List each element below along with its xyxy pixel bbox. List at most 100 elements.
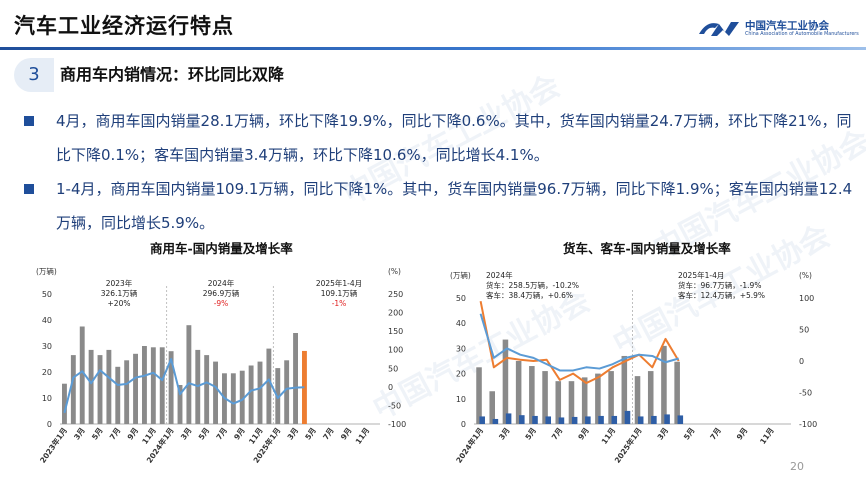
truck-sales-bar — [634, 376, 641, 424]
x-tick-label: 2023年1月 — [37, 425, 69, 464]
y-right-tick-label: -50 — [799, 389, 812, 398]
x-tick-label: 5月 — [682, 426, 697, 442]
x-tick-label: 9月 — [232, 426, 247, 442]
bullet-item: 1-4月，商用车国内销量109.1万辆，同比下降1%。其中，货车国内销量96.7… — [20, 172, 860, 240]
period-annotation: 296.9万辆 — [203, 288, 240, 298]
x-tick-label: 11月 — [758, 426, 776, 446]
truck-sales-bar — [608, 371, 614, 424]
bullet-square-icon — [24, 116, 34, 126]
period-annotation: 2023年 — [106, 278, 133, 288]
sales-bar — [150, 347, 156, 424]
truck-sales-bar — [674, 361, 680, 424]
bus-sales-bar — [651, 415, 657, 424]
caam-logo: 中国汽车工业协会 China Association of Automobile… — [697, 16, 862, 44]
bus-sales-bar — [677, 415, 684, 424]
bus-sales-bar — [664, 414, 670, 424]
x-tick-label: 9月 — [339, 426, 354, 442]
y-left-tick-label: 20 — [456, 370, 466, 379]
period-annotation: 货车：258.5万辆，-10.2% — [486, 280, 579, 290]
section-number: 3 — [14, 58, 54, 92]
truck-sales-bar — [529, 366, 535, 424]
left-axis-unit: (万辆) — [450, 270, 471, 280]
truck-sales-bar — [515, 361, 522, 424]
truck-sales-bar — [555, 381, 562, 424]
y-left-tick-label: 50 — [456, 294, 466, 303]
y-right-tick-label: 100 — [799, 294, 814, 303]
y-right-tick-label: -100 — [388, 420, 406, 429]
bus-sales-bar — [545, 416, 552, 424]
truck-sales-bar — [661, 345, 667, 424]
bus-sales-bar — [624, 410, 631, 424]
bullet-square-icon — [24, 184, 34, 194]
period-annotation: 2025年1-4月 — [678, 270, 724, 280]
x-tick-label: 7月 — [214, 426, 229, 442]
period-annotation: 客车：38.4万辆，+0.6% — [486, 290, 573, 300]
x-tick-label: 11月 — [247, 426, 265, 446]
x-tick-label: 11月 — [600, 426, 618, 446]
bullet-item: 4月，商用车国内销量28.1万辆，环比下降19.9%，同比下降0.6%。其中，货… — [20, 104, 860, 172]
truck-sales-bar — [621, 355, 628, 424]
x-tick-label: 9月 — [576, 426, 591, 442]
period-annotation: 109.1万辆 — [321, 288, 358, 298]
truck-sales-bar — [502, 339, 509, 424]
sales-bar — [204, 355, 210, 424]
x-tick-label: 2024年1月 — [453, 425, 485, 464]
y-right-tick-label: 0 — [799, 357, 804, 366]
x-tick-label: 7月 — [550, 426, 565, 442]
bus-sales-bar — [571, 416, 578, 424]
chart1-title: 商用车-国内销量及增长率 — [150, 241, 293, 256]
sales-bar — [293, 333, 298, 424]
bus-sales-bar — [505, 413, 512, 424]
section-title: 商用车内销情况：环比同比双降 — [60, 65, 285, 84]
x-tick-label: 9月 — [735, 426, 750, 442]
sales-bar — [124, 360, 130, 424]
y-right-tick-label: 200 — [388, 309, 403, 318]
period-annotation: 326.1万辆 — [101, 288, 138, 298]
truck-sales-bar — [542, 371, 548, 424]
sales-bar — [239, 370, 245, 424]
y-right-tick-label: 150 — [388, 327, 403, 336]
x-tick-label: 3月 — [655, 426, 670, 442]
period-annotation: 货车：96.7万辆，-1.9% — [678, 280, 761, 290]
bus-sales-bar — [585, 416, 591, 424]
x-tick-label: 5月 — [197, 426, 212, 442]
truck-sales-bar — [476, 367, 482, 424]
bus-sales-bar — [492, 418, 499, 424]
sales-bar — [284, 360, 290, 424]
logo-text-cn: 中国汽车工业协会 — [745, 20, 829, 32]
sales-bar — [177, 385, 183, 424]
sales-bar — [248, 365, 254, 424]
header-rule — [0, 47, 866, 50]
sales-bar — [115, 366, 121, 424]
y-left-tick-label: 0 — [47, 420, 52, 429]
chart-truck-bus: (万辆) (%) 0 10 20 30 40 50 -100 -50 0 50 100 2024年1月 3月… — [450, 270, 817, 465]
sales-bar — [186, 325, 192, 424]
chart2-title: 货车、客车-国内销量及增长率 — [563, 241, 731, 256]
x-tick-label: 11月 — [354, 426, 372, 446]
slide-title: 汽车工业经济运行特点 — [14, 14, 234, 38]
sales-bar — [159, 347, 165, 424]
section-heading: 3 商用车内销情况：环比同比双降 — [14, 58, 574, 92]
x-tick-label: 5月 — [303, 426, 318, 442]
y-left-tick-label: 40 — [456, 319, 466, 328]
y-left-tick-label: 20 — [42, 368, 52, 377]
truck-sales-bar — [647, 371, 654, 424]
bullet-text: 1-4月，商用车国内销量109.1万辆，同比下降1%。其中，货车国内销量96.7… — [56, 180, 853, 232]
bus-sales-bar — [532, 415, 538, 424]
x-tick-label: 11月 — [140, 426, 158, 446]
bus-sales-bar — [598, 415, 604, 424]
y-right-tick-label: 50 — [388, 364, 398, 373]
x-tick-label: 7月 — [108, 426, 123, 442]
y-left-tick-label: 30 — [42, 342, 52, 351]
y-left-tick-label: 10 — [456, 395, 466, 404]
caam-logo-mark — [699, 22, 739, 36]
truck-sales-bar — [581, 377, 588, 424]
x-tick-label: 5月 — [523, 426, 538, 442]
bus-growth-line — [479, 313, 680, 372]
x-tick-label: 5月 — [90, 426, 105, 442]
y-right-tick-label: -50 — [388, 401, 401, 410]
sales-bar — [230, 373, 236, 424]
slide-header: 汽车工业经济运行特点 中国汽车工业协会 China Association of… — [0, 0, 866, 50]
bullet-text: 4月，商用车国内销量28.1万辆，环比下降19.9%，同比下降0.6%。其中，货… — [56, 112, 852, 164]
truck-sales-bar — [568, 381, 575, 424]
